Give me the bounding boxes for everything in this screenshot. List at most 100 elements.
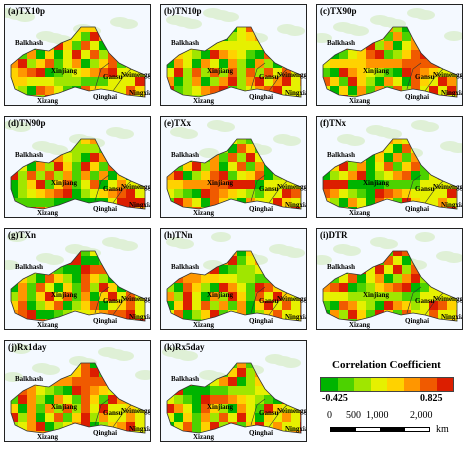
grid-cell xyxy=(174,395,183,404)
grid-cell xyxy=(192,422,201,431)
grid-cell xyxy=(174,292,183,301)
grid-cell xyxy=(174,283,183,292)
grid-cell xyxy=(81,216,90,218)
label-ningxia: Ningxia xyxy=(129,201,151,209)
grid-cell xyxy=(384,32,393,41)
grid-cell xyxy=(393,162,402,171)
grid-cell xyxy=(192,431,201,433)
grid-cell xyxy=(393,189,402,198)
grid-cell xyxy=(167,422,174,431)
color-bar-swatch xyxy=(436,378,453,391)
grid-cell xyxy=(81,256,90,265)
legend-max-label: 0.825 xyxy=(420,393,443,404)
grid-cell xyxy=(264,413,273,422)
grid-cell xyxy=(126,310,135,319)
grid-cell xyxy=(273,422,282,431)
grid-cell xyxy=(81,77,90,86)
grid-cell xyxy=(282,386,291,395)
label-neimenggu: Neimenggu xyxy=(121,295,151,303)
grid-cell xyxy=(117,216,126,218)
grid-cell xyxy=(411,68,420,77)
grid-cell xyxy=(411,162,420,171)
grid-cell xyxy=(375,171,384,180)
grid-cell xyxy=(411,104,420,106)
grid-cell xyxy=(63,27,72,32)
grid-cell xyxy=(135,32,144,41)
grid-cell xyxy=(273,265,282,274)
grid-cell xyxy=(11,77,18,86)
grid-cell xyxy=(255,216,264,218)
label-ningxia: Ningxia xyxy=(285,425,307,433)
grid-cell xyxy=(54,301,63,310)
panel-title: (a)TX10p xyxy=(8,6,46,16)
grid-cell xyxy=(420,50,429,59)
grid-cell xyxy=(63,171,72,180)
grid-cell xyxy=(255,386,264,395)
grid-cell xyxy=(192,283,201,292)
grid-cell xyxy=(18,404,27,413)
grid-cell xyxy=(36,310,45,319)
grid-cell xyxy=(174,95,183,97)
grid-cell xyxy=(210,422,219,431)
grid-cell xyxy=(99,274,108,283)
grid-cell xyxy=(117,95,126,97)
grid-cell xyxy=(393,77,402,86)
grid-cell xyxy=(246,68,255,77)
grid-cell xyxy=(108,77,117,86)
label-neimenggu: Neimenggu xyxy=(433,183,463,191)
grid-cell xyxy=(420,310,429,319)
grid-cell xyxy=(54,153,63,162)
grid-cell xyxy=(264,310,273,319)
grid-cell xyxy=(429,59,438,68)
grid-cell xyxy=(323,50,330,59)
grid-cell xyxy=(402,251,411,256)
color-bar-swatch xyxy=(403,378,420,391)
grid-cell xyxy=(264,77,273,86)
grid-cell xyxy=(90,171,99,180)
grid-cell xyxy=(420,68,429,77)
grid-cell xyxy=(99,413,108,422)
grid-cell xyxy=(81,50,90,59)
grid-cell xyxy=(348,171,357,180)
grid-cell xyxy=(237,404,246,413)
label-balkhash: Balkhash xyxy=(327,151,356,159)
grid-cell xyxy=(375,86,384,95)
grid-cell xyxy=(429,216,438,218)
grid-cell xyxy=(135,59,144,68)
grid-cell xyxy=(90,77,99,86)
grid-cell xyxy=(357,310,366,319)
grid-cell xyxy=(402,59,411,68)
grid-cell xyxy=(81,162,90,171)
grid-cell xyxy=(90,144,99,153)
map-rx5day xyxy=(162,347,302,434)
grid-cell xyxy=(420,139,429,144)
grid-cell xyxy=(36,431,45,433)
grid-cell xyxy=(420,86,429,95)
grid-cell xyxy=(438,292,447,301)
grid-cell xyxy=(438,301,447,310)
grid-cell xyxy=(183,104,192,106)
grid-cell xyxy=(11,386,18,395)
label-gansu: Gansu xyxy=(415,73,435,81)
grid-cell xyxy=(72,377,81,386)
grid-cell xyxy=(237,153,246,162)
grid-cell xyxy=(36,86,45,95)
grid-cell xyxy=(219,292,228,301)
grid-cell xyxy=(264,301,273,310)
grid-cell xyxy=(135,395,144,404)
grid-cell xyxy=(210,292,219,301)
grid-cell xyxy=(135,77,144,86)
grid-cell xyxy=(135,256,144,265)
grid-cell xyxy=(135,153,144,162)
grid-cell xyxy=(228,59,237,68)
grid-cell xyxy=(219,377,228,386)
grid-cell xyxy=(45,27,54,32)
grid-cell xyxy=(126,144,135,153)
grid-cell xyxy=(429,328,438,330)
grid-cell xyxy=(246,283,255,292)
grid-cell xyxy=(11,251,18,256)
grid-cell xyxy=(339,162,348,171)
grid-cell xyxy=(36,95,45,97)
grid-cell xyxy=(36,404,45,413)
grid-cell xyxy=(54,251,63,256)
